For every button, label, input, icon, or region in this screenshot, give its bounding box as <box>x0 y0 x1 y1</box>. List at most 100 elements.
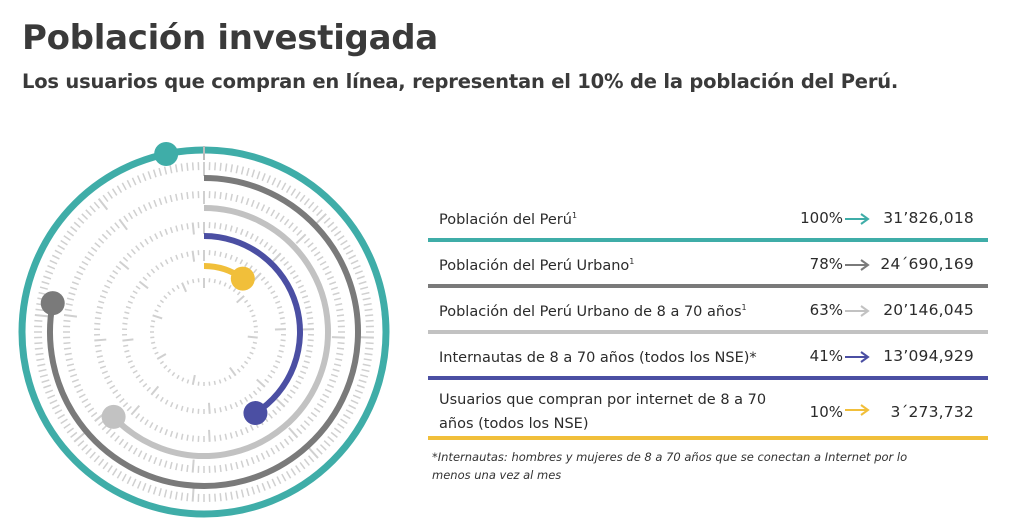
tick-mark <box>272 365 279 369</box>
tick-mark <box>147 171 152 180</box>
tick-mark <box>77 217 85 224</box>
tick-mark <box>247 335 258 339</box>
row-percent: 100% <box>800 209 843 227</box>
tick-mark <box>150 268 156 274</box>
tick-mark <box>256 484 261 493</box>
tick-mark <box>281 182 287 191</box>
tick-mark <box>136 480 142 489</box>
tick-mark <box>171 287 176 292</box>
series-arc <box>47 175 361 489</box>
tick-mark <box>295 279 302 284</box>
tick-mark <box>169 165 173 174</box>
tick-mark <box>70 373 78 378</box>
tick-mark <box>169 226 174 234</box>
tick-mark <box>63 314 78 318</box>
tick-mark <box>39 374 48 378</box>
tick-mark <box>274 444 280 452</box>
tick-mark <box>307 242 314 248</box>
tick-mark <box>283 438 290 446</box>
tick-mark <box>365 319 374 322</box>
tick-mark <box>118 218 128 231</box>
tick-mark <box>336 308 344 312</box>
tick-mark <box>266 175 272 184</box>
tick-mark <box>279 317 285 320</box>
tick-mark <box>303 237 311 244</box>
tick-mark <box>186 251 189 257</box>
tick-mark <box>147 484 152 493</box>
tick-mark <box>164 196 168 204</box>
tick-mark <box>191 487 195 502</box>
tick-mark <box>299 461 306 470</box>
tick-mark <box>121 182 127 191</box>
row-label: Población del Perú Urbano1 <box>439 257 635 274</box>
tick-mark <box>191 408 195 414</box>
tick-mark <box>275 397 286 408</box>
tick-mark <box>121 473 127 482</box>
tick-mark <box>142 173 147 182</box>
tick-mark <box>250 457 255 465</box>
tick-mark <box>239 429 244 436</box>
tick-mark <box>181 377 185 382</box>
tick-mark <box>348 254 357 260</box>
tick-mark <box>283 260 289 266</box>
tick-mark <box>112 389 119 395</box>
tick-mark <box>164 228 169 235</box>
tick-mark <box>281 473 287 482</box>
tick-mark <box>34 319 43 322</box>
tick-mark <box>105 229 112 236</box>
tick-mark <box>149 422 154 429</box>
tick-mark <box>66 363 75 367</box>
tick-mark <box>77 440 85 447</box>
row-value: 20’146,045 <box>883 301 974 319</box>
tick-mark <box>163 295 168 300</box>
tick-mark <box>279 215 285 223</box>
tick-mark <box>154 233 159 240</box>
tick-mark <box>109 225 116 233</box>
tick-mark <box>267 285 273 290</box>
tick-mark <box>326 276 335 281</box>
tick-mark <box>313 251 321 257</box>
tick-mark <box>319 398 327 404</box>
tick-mark <box>57 413 65 420</box>
tick-mark <box>240 166 245 175</box>
tick-mark <box>101 233 108 240</box>
tick-mark <box>54 249 63 255</box>
row-percent: 63% <box>809 301 843 319</box>
tick-mark <box>364 352 373 356</box>
table-row: Población del Perú1 100% 31’826,018 <box>428 196 988 242</box>
tick-mark <box>240 196 244 204</box>
tick-mark <box>348 404 357 410</box>
tick-mark <box>345 409 354 415</box>
tick-mark <box>116 471 123 479</box>
tick-mark <box>132 290 138 295</box>
tick-mark <box>232 287 237 292</box>
tick-mark <box>60 239 68 246</box>
tick-mark <box>303 420 311 427</box>
tick-mark <box>308 455 315 463</box>
tick-mark <box>167 368 172 373</box>
tick-mark <box>94 344 101 347</box>
tick-mark <box>111 468 118 476</box>
tick-mark <box>180 224 184 231</box>
tick-mark <box>65 303 73 306</box>
tick-mark <box>41 379 50 384</box>
tick-mark <box>256 378 266 388</box>
tick-mark <box>327 436 335 443</box>
tick-mark <box>219 251 222 257</box>
series-end-marker <box>154 141 179 166</box>
tick-mark <box>132 369 138 374</box>
tick-mark <box>181 282 188 293</box>
tick-mark <box>144 419 149 426</box>
tick-mark <box>336 314 345 317</box>
tick-mark <box>272 295 279 299</box>
tick-mark <box>244 396 249 402</box>
tick-mark <box>363 358 372 362</box>
tick-mark <box>249 309 254 313</box>
tick-mark <box>261 482 266 491</box>
tick-mark <box>279 344 285 347</box>
tick-mark <box>104 284 111 289</box>
tick-mark <box>292 225 299 233</box>
tick-mark <box>224 405 228 412</box>
tick-mark <box>43 384 52 389</box>
tick-mark <box>316 447 323 455</box>
